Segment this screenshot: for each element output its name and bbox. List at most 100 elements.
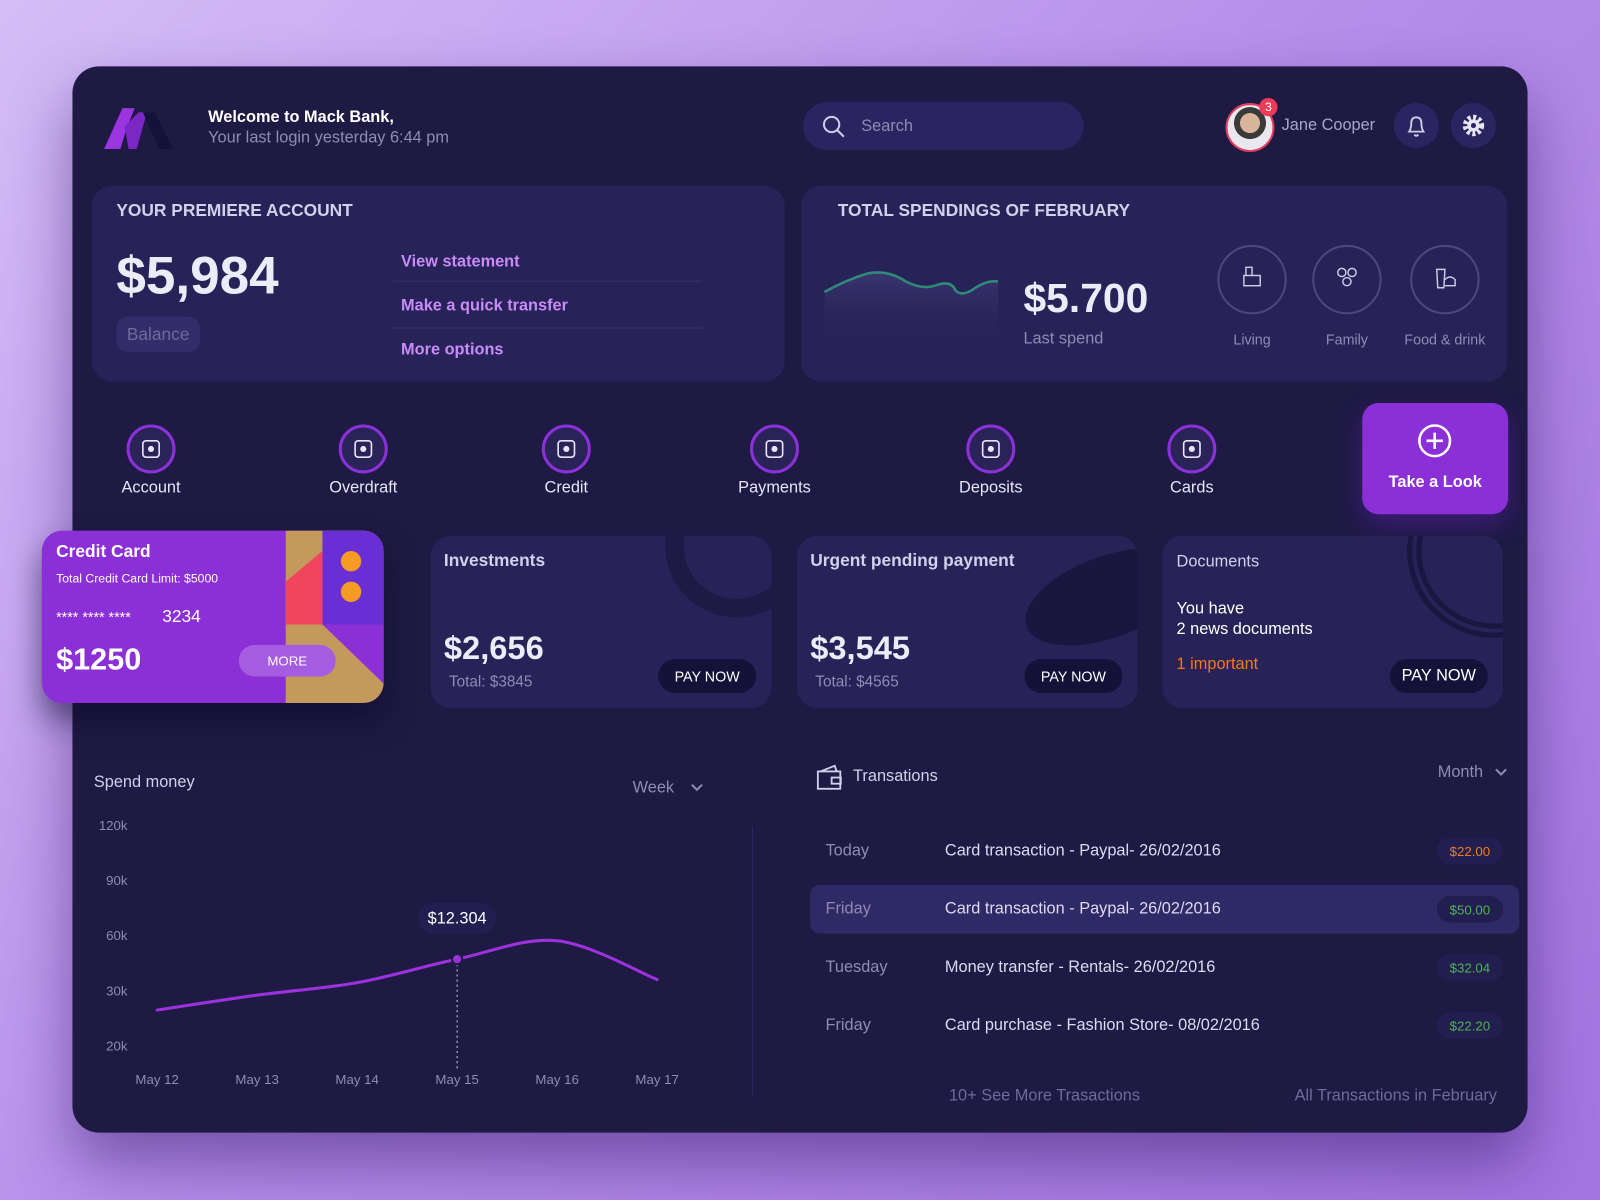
user-name[interactable]: Jane Cooper [1281,116,1376,135]
category-label: Family [1325,331,1368,348]
y-tick-label: 120k [99,818,128,833]
plus-icon [1418,424,1452,458]
welcome: Welcome to Mack Bank, [208,108,394,126]
balance: $5,984 [116,246,279,306]
documents-important: 1 important [1176,655,1259,673]
x-tick-label: May 13 [235,1072,278,1087]
x-tick-label: May 17 [635,1072,678,1087]
card-decoration [285,530,384,704]
annotation-label: $12.304 [428,910,487,928]
icon [1243,266,1261,287]
transactions-title: Transations [853,767,938,786]
documents-line: You have [1176,600,1245,618]
separator [392,327,703,329]
category-label: Living [1233,331,1271,348]
action-icon [142,439,160,458]
x-tick-label: May 14 [335,1072,378,1087]
category-icon[interactable] [1217,244,1287,315]
notification-badge: 3 [1259,97,1278,117]
spendings-title: TOTAL SPENDINGS OF FEBRUARY [837,200,1131,221]
urgent-total: Total: $4565 [815,673,899,691]
transaction-desc: Card purchase - Fashion Store- 08/02/201… [944,1016,1260,1035]
documents-title: Documents [1176,553,1260,571]
y-tick-label: 20k [106,1038,128,1053]
quick-action-label[interactable]: Payments [738,478,811,497]
quick-action-label[interactable]: Account [121,478,181,497]
quick-action[interactable] [966,424,1016,474]
see-more-link[interactable]: 10+ See More Trasactions [948,1087,1141,1105]
month-label: Month [1437,763,1484,782]
take-a-look-button[interactable]: Take a Look [1362,403,1509,515]
last-login: Your last login yesterday 6:44 pm [208,128,449,147]
search-placeholder: Search [861,117,913,136]
annotation-bubble [418,903,496,934]
spend-line [155,938,659,1012]
logo [104,108,174,149]
category-icon[interactable] [1410,244,1480,315]
y-tick-label: 60k [106,928,128,943]
search-box[interactable]: Search [803,102,1084,150]
quick-action-label[interactable]: Credit [544,478,589,497]
row-highlight[interactable] [810,884,1520,934]
quick-action-label[interactable]: Overdraft [329,478,398,497]
quick-action[interactable] [126,424,176,474]
transaction-day: Friday [825,1016,871,1035]
period-select[interactable]: Week [624,773,716,802]
quick-action-label[interactable]: Cards [1170,478,1214,497]
pay-now-button[interactable]: PAY NOW [1024,659,1123,693]
account-link[interactable]: Make a quick transfer [401,297,568,315]
take-a-look-label: Take a Look [1388,473,1482,492]
more-button[interactable]: MORE [238,644,336,677]
category-label: Food & drink [1404,331,1486,348]
quick-action[interactable] [541,424,591,474]
pay-now-button[interactable]: PAY NOW [1389,659,1488,693]
spend-amount: $5.700 [1023,276,1149,322]
card-limit: Total Credit Card Limit: $5000 [56,571,219,586]
account-link[interactable]: More options [401,341,504,359]
investments-title: Investments [443,550,546,571]
month-select[interactable]: Month [1431,758,1513,787]
investments-total: Total: $3845 [448,673,533,691]
transaction-desc: Card transaction - Paypal- 26/02/2016 [944,842,1221,860]
account-link[interactable]: View statement [401,253,520,271]
urgent-title: Urgent pending payment [810,550,1015,571]
transaction-amount: $32.04 [1436,954,1504,981]
quick-action-label[interactable]: Deposits [959,478,1023,497]
highlight-point [451,953,464,966]
period-label: Week [632,778,675,797]
account-title: YOUR PREMIERE ACCOUNT [116,200,353,221]
balance-label: Balance [116,316,200,353]
icon [1337,267,1357,287]
action-icon [981,439,1000,458]
transaction-amount: $22.20 [1436,1012,1504,1039]
card-amount: $1250 [56,642,142,677]
bell-button[interactable] [1393,103,1439,148]
category-icon[interactable] [1312,244,1382,315]
gear-icon [1462,114,1485,137]
search-icon [822,115,845,138]
quick-action[interactable] [1167,424,1217,474]
all-transactions-link[interactable]: All Transactions in February [1294,1087,1497,1105]
quick-action[interactable] [338,424,388,474]
account-card [91,185,785,382]
y-tick-label: 90k [106,873,128,888]
transaction-day: Today [825,842,870,860]
credit-card[interactable]: Credit Card Total Credit Card Limit: $50… [41,530,384,704]
spend-label: Last spend [1023,330,1104,348]
transaction-desc: Money transfer - Rentals- 26/02/2016 [944,958,1216,976]
card-number-last: 3234 [162,606,201,627]
settings-button[interactable] [1451,103,1496,148]
x-tick-label: May 12 [135,1072,178,1087]
transaction-amount: $22.00 [1436,837,1504,865]
card-number-mask: **** **** **** [56,608,131,626]
transaction-day: Tuesday [825,958,888,976]
x-tick-label: May 16 [535,1072,578,1087]
bell-icon [1407,116,1426,137]
pay-now-button[interactable]: PAY NOW [658,659,757,693]
action-icon [765,439,784,458]
quick-action[interactable] [749,424,799,474]
y-tick-label: 30k [106,983,128,998]
